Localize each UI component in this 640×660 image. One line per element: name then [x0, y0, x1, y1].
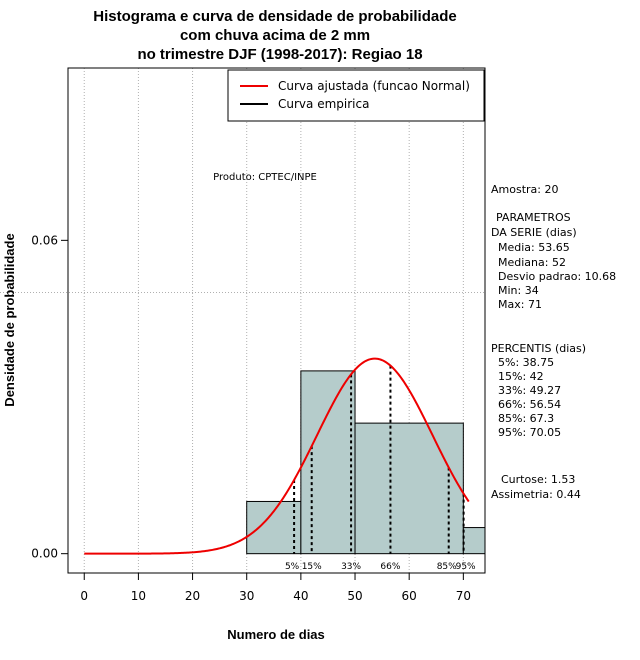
chart-title-line-3: no trimestre DJF (1998-2017): Regiao 18 — [137, 46, 422, 63]
side-panel: Amostra: 20 PARAMETROS DA SERIE (dias) M… — [491, 183, 616, 501]
x-tick-label: 0 — [80, 589, 88, 603]
stat-assimetria: Assimetria: 0.44 — [491, 488, 581, 501]
stat-p33: 33%: 49.27 — [498, 384, 561, 397]
y-axis-label: Densidade de probabilidade — [2, 233, 17, 406]
product-note: Produto: CPTEC/INPE — [213, 172, 317, 183]
legend: Curva ajustada (funcao Normal) Curva emp… — [227, 69, 485, 122]
x-tick-label: 10 — [131, 589, 146, 603]
params-header-2: DA SERIE (dias) — [491, 226, 577, 239]
percentile-label: 66% — [380, 562, 400, 572]
stat-amostra: Amostra: 20 — [491, 183, 558, 196]
y-tick-label: 0.06 — [31, 233, 58, 247]
chart-title-line-1: Histograma e curva de densidade de proba… — [93, 8, 456, 25]
normal-fit-curve — [84, 357, 470, 555]
histogram-bar — [354, 422, 464, 555]
stat-min: Min: 34 — [498, 284, 539, 297]
legend-box — [227, 69, 485, 122]
grid-layer — [0, 68, 485, 573]
percentile-label: 5% — [285, 562, 300, 572]
histogram-bar — [246, 500, 302, 555]
x-axis-label: Numero de dias — [227, 627, 325, 642]
bars-layer — [246, 370, 486, 555]
y-tick-label: 0.00 — [31, 547, 58, 561]
percentile-label: 95% — [456, 562, 476, 572]
stat-p85: 85%: 67.3 — [498, 412, 554, 425]
x-tick-label: 40 — [293, 589, 308, 603]
histogram-bar — [462, 527, 486, 555]
stat-curtose: Curtose: 1.53 — [501, 473, 575, 486]
percentis-header: PERCENTIS (dias) — [491, 342, 586, 355]
stat-max: Max: 71 — [498, 298, 542, 311]
x-tick-label: 20 — [185, 589, 200, 603]
percentile-label: 33% — [341, 562, 361, 572]
stat-media: Media: 53.65 — [498, 241, 570, 254]
stat-mediana: Mediana: 52 — [498, 256, 566, 269]
percentile-label: 85% — [437, 562, 457, 572]
stat-p5: 5%: 38.75 — [498, 356, 554, 369]
histogram-bar — [300, 370, 356, 555]
legend-label-empirical: Curva empirica — [278, 97, 369, 111]
percentile-layer: 5% 15% 33% 66% 85%95% — [285, 365, 476, 572]
stat-p95: 95%: 70.05 — [498, 426, 561, 439]
stat-p15: 15%: 42 — [498, 370, 544, 383]
curve-layer — [84, 357, 470, 555]
stat-p66: 66%: 56.54 — [498, 398, 561, 411]
legend-label-normal: Curva ajustada (funcao Normal) — [278, 79, 470, 93]
chart-title-line-2: com chuva acima de 2 mm — [180, 27, 370, 44]
x-tick-label: 30 — [239, 589, 254, 603]
plot-frame — [67, 67, 486, 574]
x-tick-label: 70 — [456, 589, 471, 603]
params-header-1: PARAMETROS — [496, 211, 571, 224]
x-tick-label: 60 — [402, 589, 417, 603]
stat-desvio: Desvio padrao: 10.68 — [498, 270, 616, 283]
percentile-label: 15% — [302, 562, 322, 572]
x-tick-label: 50 — [347, 589, 362, 603]
